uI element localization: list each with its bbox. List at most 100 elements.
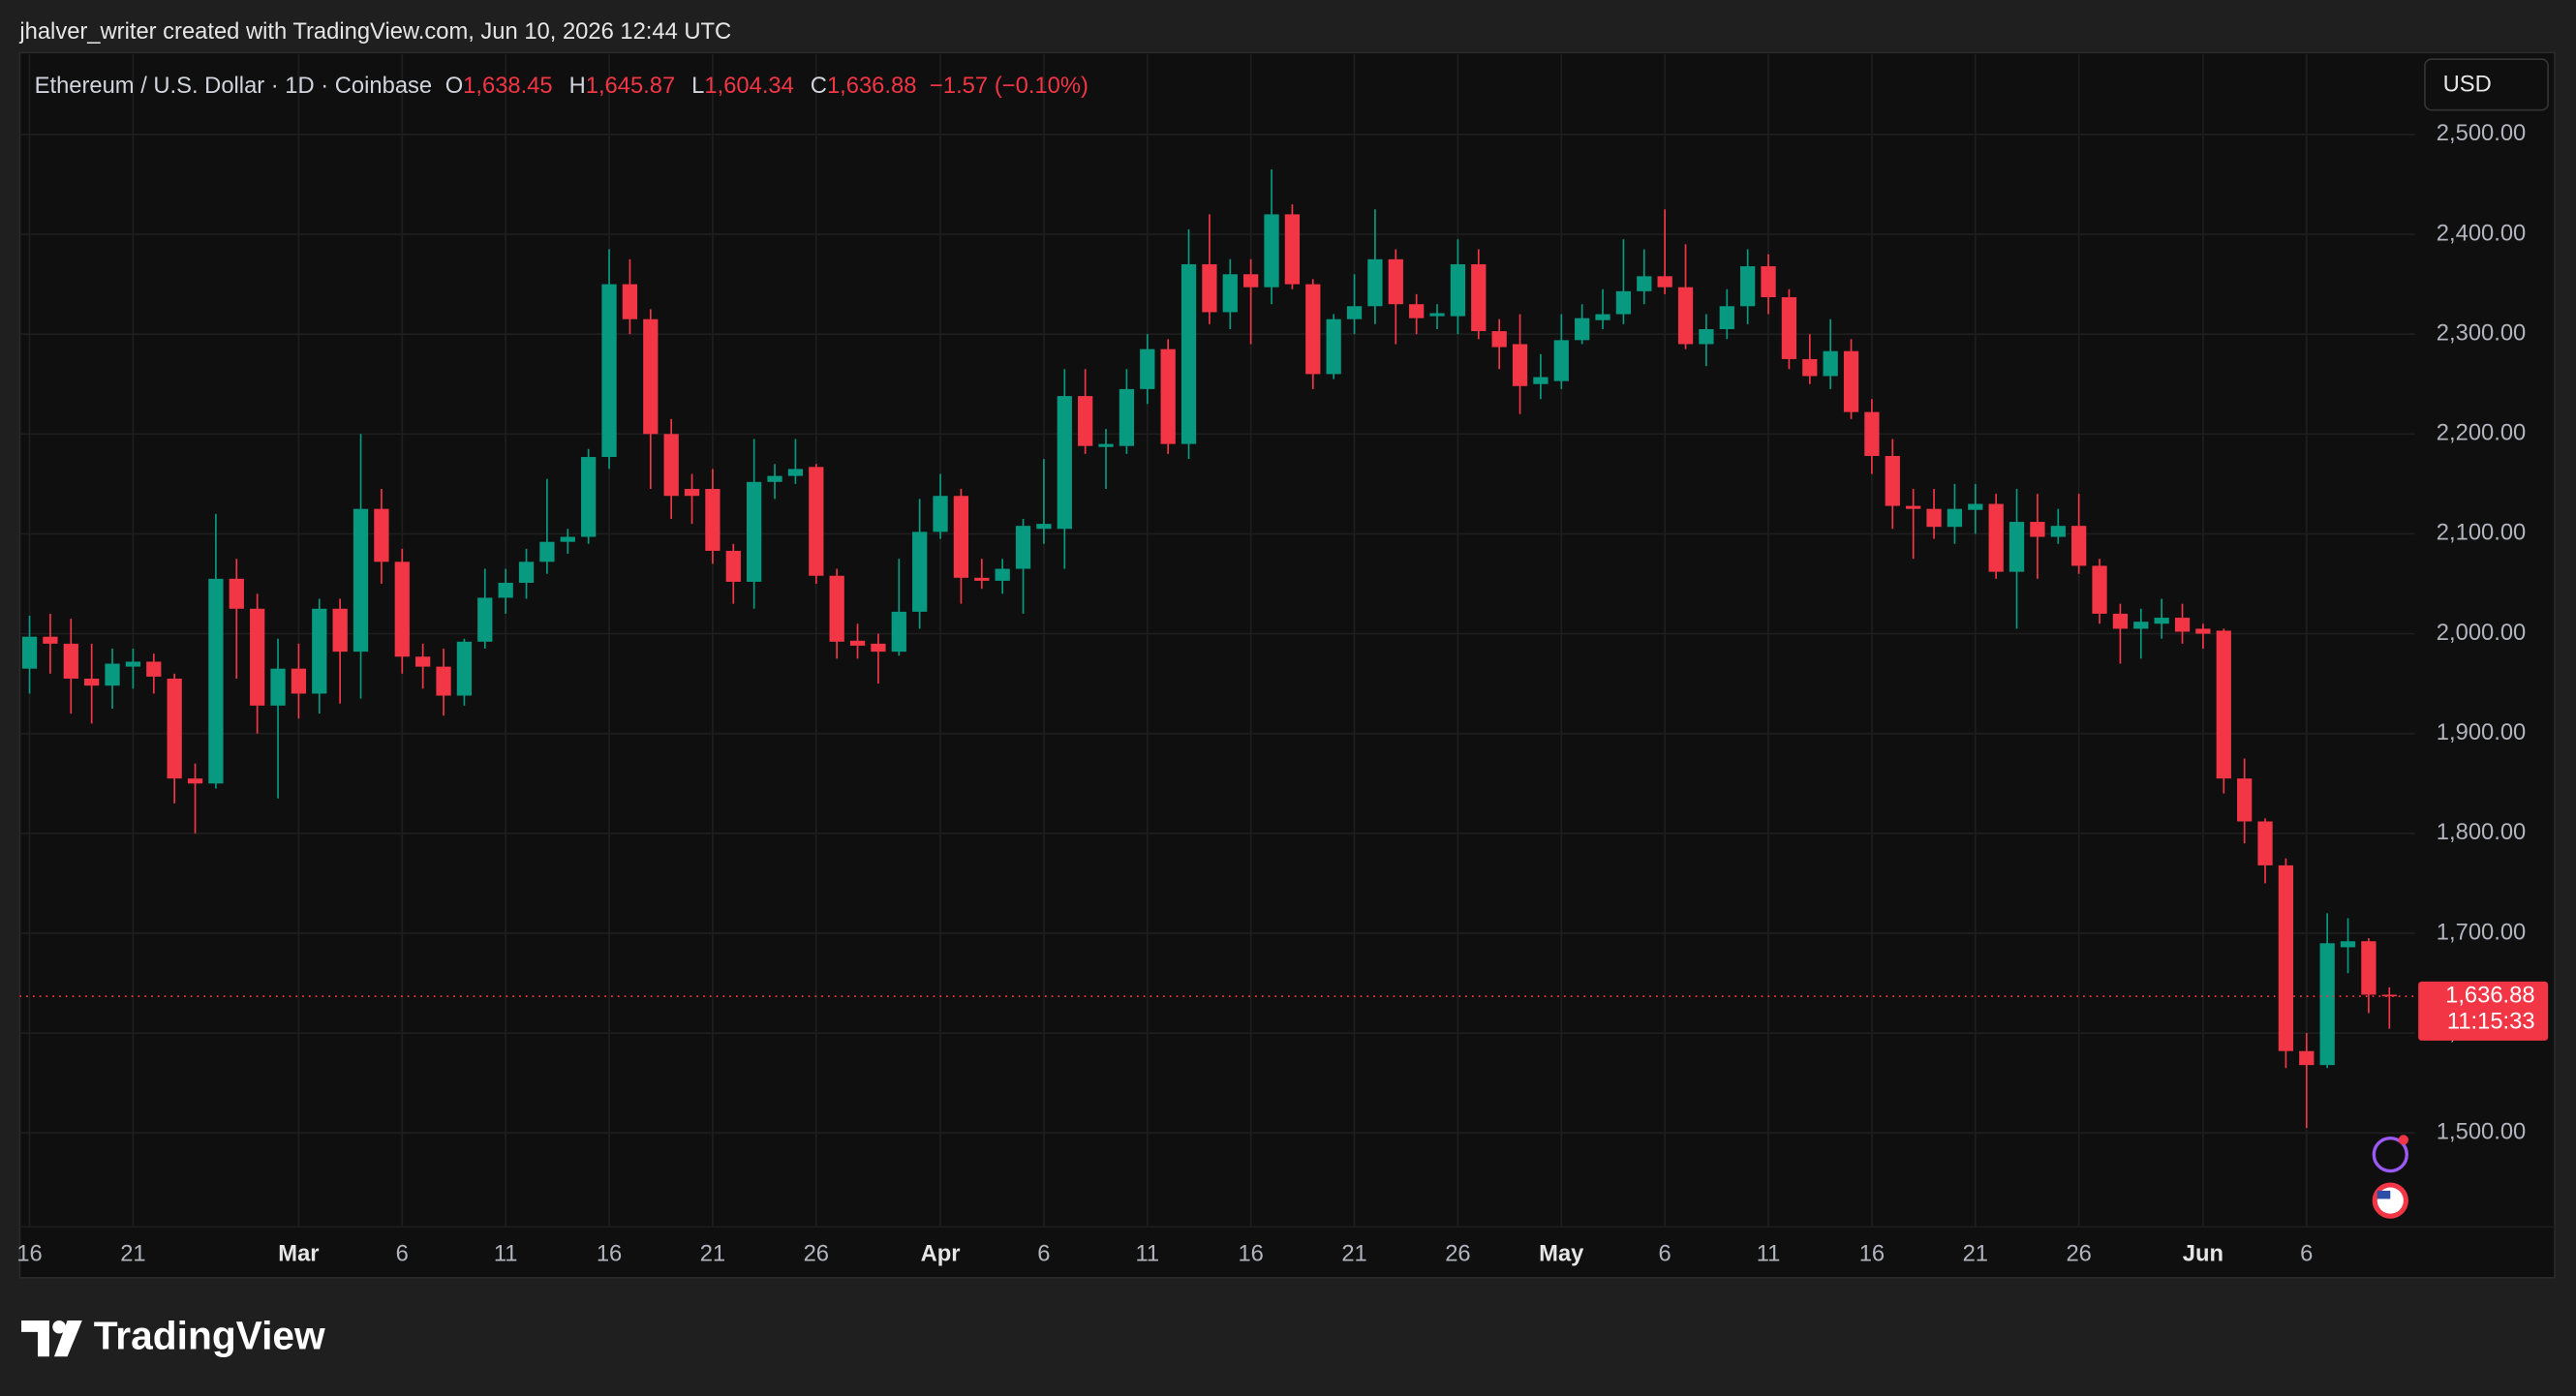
brand-logo	[21, 1320, 82, 1357]
candle-body	[643, 319, 659, 435]
candle-body	[2154, 618, 2169, 624]
candle-body	[663, 434, 679, 497]
axes: 1,500.001,600.001,700.001,800.001,900.00…	[16, 120, 2549, 1266]
candle-body	[2112, 613, 2129, 629]
candle-body	[809, 467, 824, 576]
candle-body	[849, 640, 866, 646]
legend-symbol: Ethereum / U.S. Dollar · 1D · Coinbase	[35, 73, 433, 99]
candle-body	[1719, 306, 1734, 330]
x-tick-label: 11	[1135, 1240, 1159, 1266]
candle-body	[250, 608, 265, 706]
candle-body	[539, 541, 555, 562]
candle-body	[84, 678, 100, 686]
candle-body	[1906, 505, 1921, 509]
candle-body	[1409, 304, 1425, 319]
price-tag-countdown: 11:15:33	[2447, 1009, 2535, 1035]
candle-body	[332, 608, 348, 652]
candle-body	[208, 578, 224, 784]
candle-body	[1078, 396, 1093, 446]
candle-body	[2381, 994, 2397, 997]
candle-body	[933, 496, 948, 532]
x-tick-label: 21	[700, 1240, 725, 1266]
candle-body	[787, 469, 804, 476]
candle-body	[1284, 214, 1301, 285]
x-tick-label: 26	[804, 1240, 829, 1266]
candle-body	[1864, 411, 1880, 456]
candle-body	[1761, 266, 1776, 297]
candle-body	[953, 496, 969, 578]
y-tick-label: 1,800.00	[2437, 819, 2526, 845]
candle-body	[995, 568, 1010, 581]
brand-name: TradingView	[94, 1313, 325, 1357]
x-tick-label: Mar	[278, 1240, 319, 1266]
candle-body	[2195, 628, 2211, 634]
candle-body	[871, 643, 886, 652]
legend-key: C	[811, 73, 827, 99]
candle-body	[581, 457, 597, 537]
y-tick-label: 1,500.00	[2437, 1119, 2526, 1145]
currency-button[interactable]	[2424, 58, 2550, 111]
candle-body	[1222, 274, 1238, 313]
y-tick-label: 2,300.00	[2437, 319, 2526, 346]
y-tick-label: 1,700.00	[2437, 919, 2526, 945]
candle-body	[353, 508, 369, 652]
candle-body	[912, 531, 928, 612]
candle-body	[1015, 526, 1031, 569]
candle-body	[456, 641, 473, 696]
legend-key: H	[569, 73, 586, 99]
sparkle-icon[interactable]	[2372, 1136, 2408, 1173]
ohlc-legend: Ethereum / U.S. Dollar · 1D · Coinbase O1…	[35, 73, 1089, 99]
candle-body	[1740, 266, 1756, 307]
x-tick-label: 6	[1659, 1240, 1671, 1266]
candle-body	[1140, 349, 1155, 389]
legend-change-percent: (−0.10%)	[995, 73, 1089, 99]
candle-body	[1947, 508, 1963, 528]
candle-body	[1429, 313, 1445, 317]
x-tick-label: 21	[1963, 1240, 1988, 1266]
candle-body	[2278, 865, 2294, 1051]
candle-body	[2009, 522, 2025, 572]
candle-body	[1264, 214, 1279, 288]
candle-body	[1098, 443, 1114, 447]
candle-body	[2257, 821, 2273, 865]
candle-body	[2319, 943, 2335, 1066]
candle-body	[63, 643, 78, 679]
x-tick-label: 21	[1341, 1240, 1366, 1266]
attribution: jhalver_writer created with TradingView.…	[18, 18, 731, 45]
candle-body	[291, 668, 307, 694]
flag-canton	[2377, 1190, 2391, 1199]
candle-body	[270, 668, 286, 706]
x-tick-label: 26	[2066, 1240, 2091, 1266]
candle-body	[1512, 344, 1528, 386]
y-tick-label: 2,000.00	[2437, 620, 2526, 646]
x-tick-label: 16	[1859, 1240, 1885, 1266]
candle-body	[1615, 290, 1632, 315]
candle-body	[1699, 329, 1714, 345]
x-tick-label: 16	[1238, 1240, 1263, 1266]
candle-body	[705, 489, 721, 551]
candle-body	[684, 489, 700, 497]
candle-body	[2092, 565, 2107, 614]
candle-body	[767, 475, 782, 482]
candle-body	[1802, 358, 1818, 377]
x-tick-label: 16	[16, 1240, 42, 1266]
x-tick-label: 6	[2300, 1240, 2313, 1266]
y-tick-label: 2,200.00	[2437, 420, 2526, 446]
candle-body	[1346, 306, 1363, 319]
candle-body	[1119, 388, 1135, 446]
candle-body	[1471, 263, 1487, 332]
candle-body	[2174, 618, 2191, 632]
candle-body	[415, 656, 431, 667]
candle-body	[1326, 319, 1341, 375]
candle-body	[974, 577, 990, 581]
candle-body	[518, 561, 535, 583]
candle-body	[1968, 503, 1983, 510]
x-tick-label: Apr	[921, 1240, 961, 1266]
candle-body	[1367, 258, 1383, 307]
candle-body	[1575, 318, 1590, 341]
candle-body	[229, 578, 244, 609]
candle-body	[2030, 522, 2045, 537]
candle-body	[1988, 503, 2004, 572]
candle-body	[1823, 350, 1838, 377]
